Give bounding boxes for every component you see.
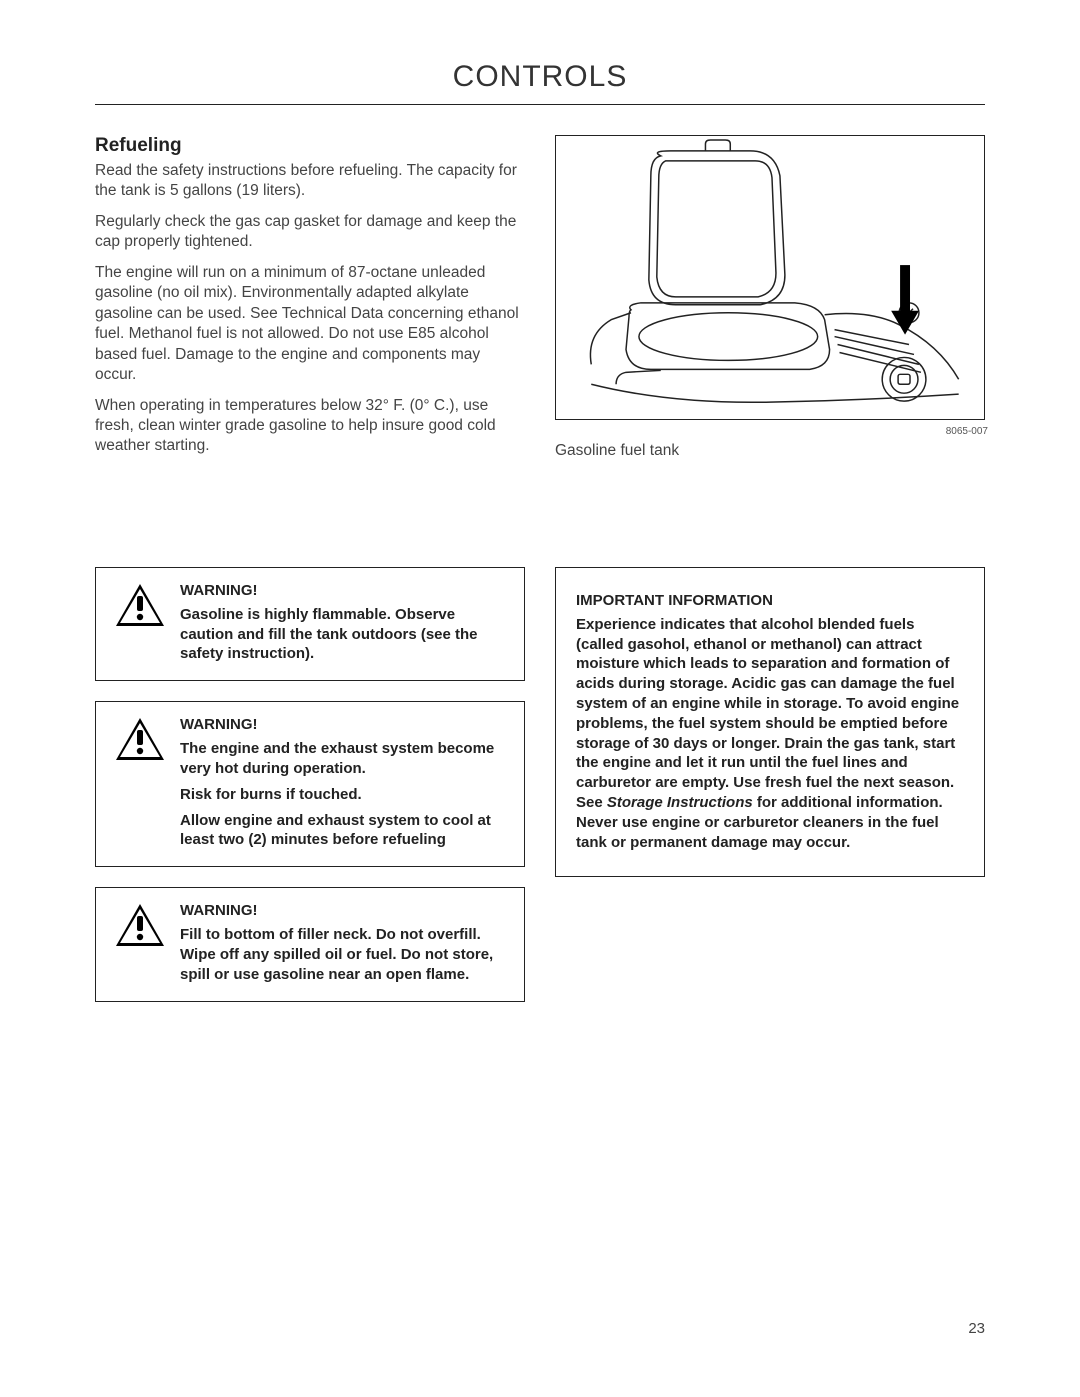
title-rule	[95, 104, 985, 105]
arrow-icon	[891, 265, 919, 335]
warning-title-2: WARNING!	[180, 716, 506, 733]
refueling-p3: The engine will run on a minimum of 87-o…	[95, 263, 525, 386]
info-box: IMPORTANT INFORMATION Experience indicat…	[555, 567, 985, 878]
warning-box-2: WARNING! The engine and the exhaust syst…	[95, 701, 525, 867]
warning-text-2: The engine and the exhaust system become…	[180, 739, 506, 850]
refueling-p4: When operating in temperatures below 32°…	[95, 396, 525, 457]
refueling-p1: Read the safety instructions before refu…	[95, 161, 525, 202]
warning-triangle-icon	[114, 716, 166, 762]
warning-body-3: WARNING! Fill to bottom of filler neck. …	[180, 902, 506, 984]
page: CONTROLS Refueling Read the safety instr…	[0, 0, 1080, 1397]
info-title: IMPORTANT INFORMATION	[576, 592, 964, 609]
warning-left-col: WARNING! Gasoline is highly flammable. O…	[95, 567, 525, 1002]
page-title: CONTROLS	[95, 60, 985, 94]
refueling-heading: Refueling	[95, 135, 525, 157]
warning-box-1: WARNING! Gasoline is highly flammable. O…	[95, 567, 525, 681]
figure-caption: Gasoline fuel tank	[555, 442, 985, 460]
figure-box: 8065-007	[555, 135, 985, 420]
fuel-tank-illustration	[556, 136, 984, 419]
info-text-pre: Experience indicates that alcohol blende…	[576, 616, 959, 811]
warning-2-line-3: Allow engine and exhaust system to cool …	[180, 811, 506, 851]
warning-box-3: WARNING! Fill to bottom of filler neck. …	[95, 887, 525, 1001]
warning-right-col: IMPORTANT INFORMATION Experience indicat…	[555, 567, 985, 1002]
warning-text-1: Gasoline is highly flammable. Observe ca…	[180, 605, 506, 664]
warning-triangle-icon	[114, 582, 166, 628]
warning-title-1: WARNING!	[180, 582, 506, 599]
warning-title-3: WARNING!	[180, 902, 506, 919]
warning-1-line-1: Gasoline is highly flammable. Observe ca…	[180, 605, 506, 664]
refueling-p2: Regularly check the gas cap gasket for d…	[95, 212, 525, 253]
warning-body-1: WARNING! Gasoline is highly flammable. O…	[180, 582, 506, 664]
warning-grid: WARNING! Gasoline is highly flammable. O…	[95, 567, 985, 1002]
warning-text-3: Fill to bottom of filler neck. Do not ov…	[180, 925, 506, 984]
info-paragraph: Experience indicates that alcohol blende…	[576, 615, 964, 853]
refueling-body: Read the safety instructions before refu…	[95, 161, 525, 457]
info-text-italic: Storage Instructions	[607, 794, 753, 811]
warning-triangle-icon	[114, 902, 166, 948]
right-column: 8065-007 Gasoline fuel tank	[555, 135, 985, 467]
warning-2-line-1: The engine and the exhaust system become…	[180, 739, 506, 779]
warning-2-line-2: Risk for burns if touched.	[180, 785, 506, 805]
figure-code: 8065-007	[946, 426, 988, 437]
info-text: Experience indicates that alcohol blende…	[576, 615, 964, 853]
page-number: 23	[968, 1320, 985, 1337]
top-columns: Refueling Read the safety instructions b…	[95, 135, 985, 467]
warning-body-2: WARNING! The engine and the exhaust syst…	[180, 716, 506, 850]
warning-3-line-1: Fill to bottom of filler neck. Do not ov…	[180, 925, 506, 984]
left-column: Refueling Read the safety instructions b…	[95, 135, 525, 467]
